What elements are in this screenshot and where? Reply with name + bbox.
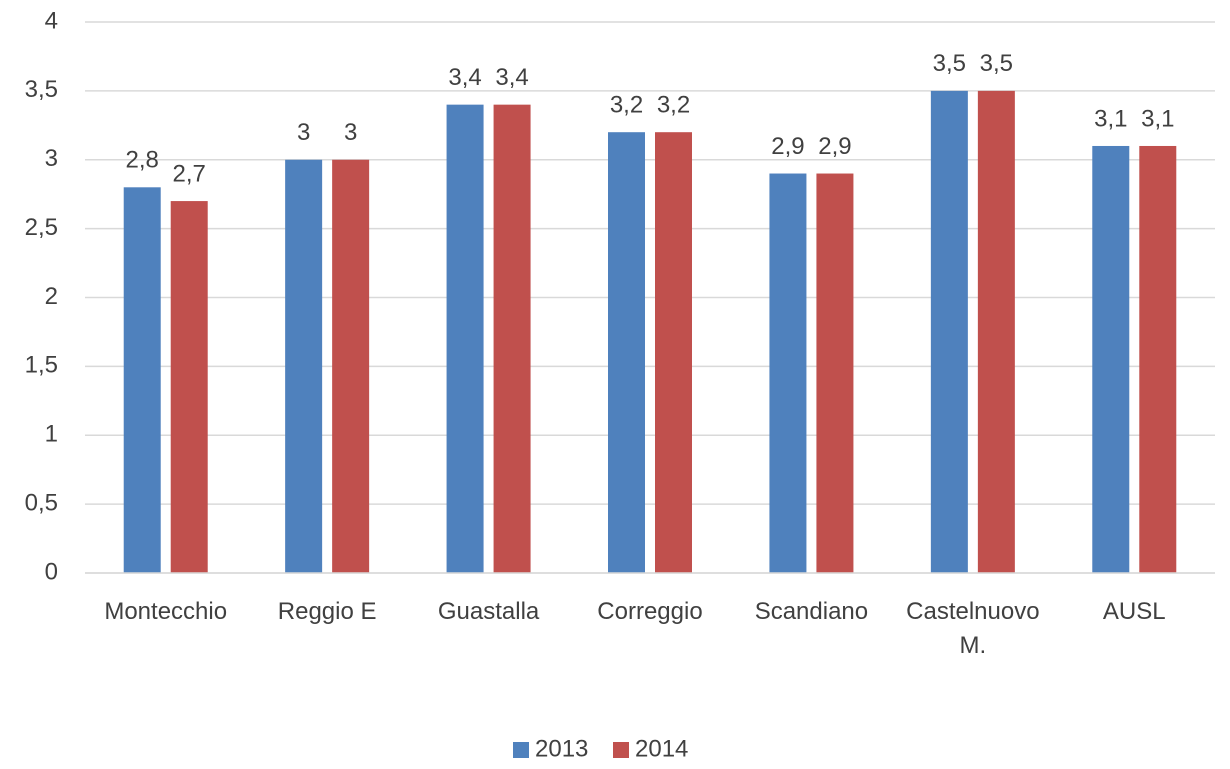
x-tick-label-box: AUSL: [1102, 598, 1166, 625]
y-tick-label: 1,5: [25, 352, 58, 379]
bar: [493, 104, 531, 574]
bar: [655, 132, 692, 573]
x-tick-label-box: Scandiano: [754, 598, 869, 625]
legend-swatch: [613, 742, 629, 758]
data-label: 3: [344, 119, 357, 146]
data-label: 3,2: [657, 92, 690, 119]
data-label: 3,5: [933, 50, 966, 77]
bar: [170, 201, 208, 573]
data-label: 3,4: [448, 64, 481, 91]
x-tick-label-box: Reggio E: [277, 598, 377, 625]
y-tick-label: 0,5: [25, 489, 58, 516]
y-tick-label: 3: [45, 145, 58, 172]
x-tick-label: AUSL: [1102, 598, 1166, 625]
x-tick-label: Reggio E: [277, 598, 377, 625]
data-label: 2,9: [818, 133, 851, 160]
x-tick-label-box: Montecchio: [104, 598, 228, 625]
y-tick-label: 4: [45, 7, 58, 34]
x-tick-label: Guastalla: [437, 598, 540, 625]
bar: [977, 90, 1015, 573]
data-label: 3,1: [1141, 105, 1174, 132]
bar: [1139, 145, 1177, 573]
y-tick-label: 0: [45, 558, 58, 585]
bar: [816, 173, 854, 573]
data-label: 3: [297, 119, 310, 146]
data-label: 2,9: [771, 133, 804, 160]
bar: [446, 104, 484, 574]
data-label: 2,7: [173, 160, 206, 187]
x-tick-label: Montecchio: [104, 598, 228, 625]
data-label: 3,2: [610, 92, 643, 119]
bar: [1092, 145, 1130, 573]
x-tick-label: Castelnuovo M.: [906, 598, 1040, 659]
y-tick-label: 1: [45, 421, 58, 448]
y-tick-label: 3,5: [25, 76, 58, 103]
legend-swatch: [513, 742, 529, 758]
data-label: 3,4: [495, 64, 528, 91]
bar: [769, 173, 807, 573]
bar: [123, 187, 161, 574]
legend-label: 2014: [635, 735, 688, 762]
bar: [608, 132, 645, 573]
y-tick-label: 2,5: [25, 214, 58, 241]
bar: [930, 90, 968, 573]
x-tick-label-box: Guastalla: [437, 598, 540, 625]
legend-label: 2013: [535, 735, 588, 762]
x-tick-label: Scandiano: [754, 598, 869, 625]
y-tick-label: 2: [45, 283, 58, 310]
data-label: 3,5: [980, 50, 1013, 77]
x-tick-label-box: Castelnuovo M.: [906, 598, 1040, 659]
x-tick-label-box: Correggio: [597, 598, 703, 625]
data-label: 2,8: [126, 147, 159, 174]
bar: [332, 159, 370, 573]
bar: [285, 159, 323, 573]
data-label: 3,1: [1094, 105, 1127, 132]
x-tick-label: Correggio: [597, 598, 703, 625]
